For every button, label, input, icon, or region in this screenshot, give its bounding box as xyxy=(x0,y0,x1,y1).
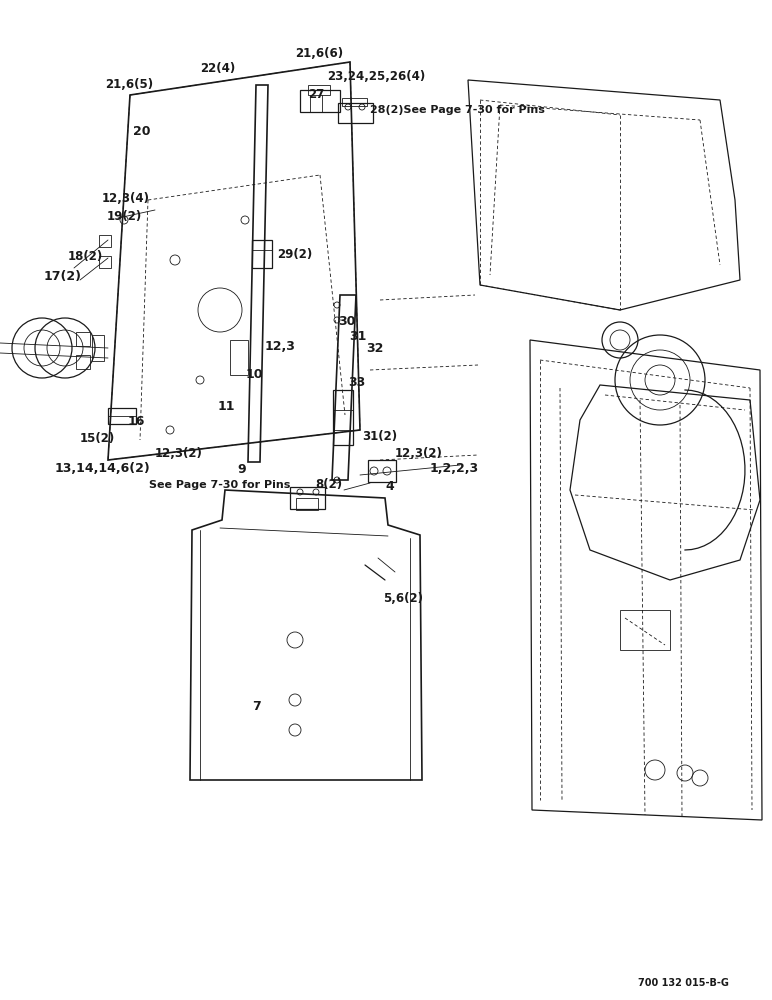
Text: 15(2): 15(2) xyxy=(80,432,115,445)
Text: 31(2): 31(2) xyxy=(362,430,397,443)
Text: 16: 16 xyxy=(128,415,145,428)
Text: 17(2): 17(2) xyxy=(44,270,82,283)
Bar xyxy=(296,498,318,510)
Bar xyxy=(230,340,248,375)
Text: 31: 31 xyxy=(349,330,367,343)
Text: 11: 11 xyxy=(218,400,235,413)
Text: 30: 30 xyxy=(338,315,355,328)
Bar xyxy=(290,487,325,509)
Text: 13,14,14,6(2): 13,14,14,6(2) xyxy=(55,462,151,475)
Text: 22(4): 22(4) xyxy=(200,62,235,75)
Bar xyxy=(92,335,104,361)
Text: 32: 32 xyxy=(366,342,384,355)
Bar xyxy=(342,98,367,106)
Text: 21,6(6): 21,6(6) xyxy=(295,47,343,60)
Bar xyxy=(252,240,272,268)
Text: 21,6(5): 21,6(5) xyxy=(105,78,153,91)
Bar xyxy=(368,460,396,482)
Text: 12,3: 12,3 xyxy=(265,340,296,353)
Text: 700 132 015-B-G: 700 132 015-B-G xyxy=(638,978,729,988)
Text: 23,24,25,26(4): 23,24,25,26(4) xyxy=(327,70,425,83)
Text: 7: 7 xyxy=(252,700,261,713)
Text: 19(2): 19(2) xyxy=(107,210,142,223)
Bar xyxy=(338,103,373,123)
Text: 27: 27 xyxy=(308,88,324,101)
Text: 5,6(2): 5,6(2) xyxy=(383,592,423,605)
Text: 12,3(2): 12,3(2) xyxy=(155,447,203,460)
Text: 10: 10 xyxy=(246,368,263,381)
Text: 28(2)See Page 7-30 for Pins: 28(2)See Page 7-30 for Pins xyxy=(370,105,545,115)
Bar xyxy=(76,355,90,369)
Bar xyxy=(620,610,670,650)
Text: 8(2): 8(2) xyxy=(315,478,342,491)
Text: 4: 4 xyxy=(385,480,394,493)
Text: See Page 7-30 for Pins: See Page 7-30 for Pins xyxy=(149,480,290,490)
Text: 12,3(2): 12,3(2) xyxy=(395,447,443,460)
Bar xyxy=(99,235,111,247)
Bar xyxy=(108,408,136,424)
Text: 9: 9 xyxy=(237,463,245,476)
Text: 12,3(4): 12,3(4) xyxy=(102,192,150,205)
Bar xyxy=(300,90,340,112)
Text: 29(2): 29(2) xyxy=(277,248,312,261)
Text: 1,2,2,3: 1,2,2,3 xyxy=(430,462,479,475)
Text: 33: 33 xyxy=(348,376,365,389)
Bar xyxy=(333,390,353,445)
Bar xyxy=(99,256,111,268)
Text: 20: 20 xyxy=(133,125,151,138)
Text: 18(2): 18(2) xyxy=(68,250,103,263)
Bar xyxy=(76,332,90,346)
Bar xyxy=(308,85,330,95)
